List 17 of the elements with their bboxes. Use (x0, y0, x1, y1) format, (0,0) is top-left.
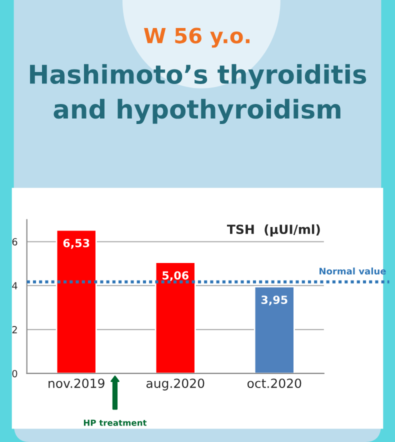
y-axis-title: TSH (µUI/ml) (226, 224, 320, 236)
bar (154, 262, 196, 374)
data-label: 6,53 (63, 238, 90, 249)
text: HP treatment (84, 420, 147, 426)
x-tick-label: oct.2020 (247, 378, 302, 388)
data-label: 3,95 (261, 296, 288, 306)
bar (254, 286, 295, 374)
chart-title: W 56 y.o. (144, 28, 250, 48)
y-tick-label: 6 (12, 238, 18, 246)
y-tick-label: 2 (12, 326, 17, 334)
data-label: 5,06 (162, 271, 188, 282)
y-tick-label: 0 (12, 370, 18, 378)
x-tick-label: aug.2020 (146, 378, 204, 390)
y-tick-label: 4 (12, 282, 18, 290)
bar (56, 229, 97, 374)
x-tick-label: nov.2019 (48, 378, 104, 388)
chart-subtitle: Hashimoto’s thyroiditis and hypothyroidism (30, 64, 366, 124)
